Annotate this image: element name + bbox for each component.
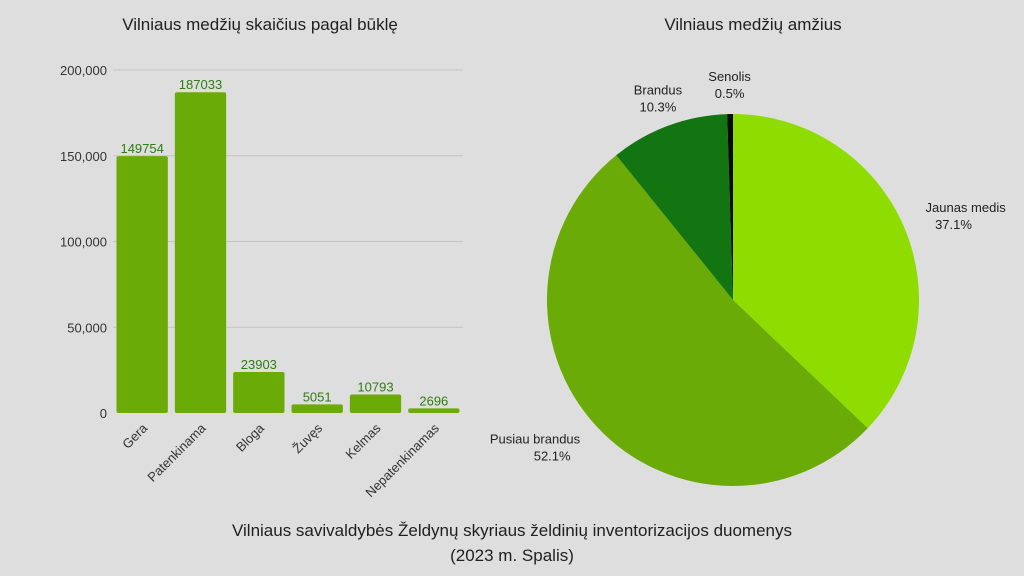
slice-percent: 37.1% [935, 217, 972, 232]
bar [408, 408, 460, 413]
y-tick-label: 0 [100, 406, 107, 421]
y-tick-label: 150,000 [60, 149, 107, 164]
source-caption: Vilniaus savivaldybės Želdynų skyriaus ž… [0, 518, 1024, 568]
slice-label: Brandus [634, 82, 683, 97]
pie-chart-title: Vilniaus medžių amžius [664, 15, 842, 34]
source-caption-line-2: (2023 m. Spalis) [450, 546, 574, 565]
bar [233, 372, 285, 413]
bar-value-label: 10793 [357, 379, 393, 394]
bar [291, 404, 343, 413]
bar [116, 156, 168, 414]
pie-slice [616, 114, 733, 300]
slice-percent: 52.1% [534, 448, 571, 463]
bar-chart-title: Vilniaus medžių skaičius pagal būklę [122, 15, 398, 34]
y-tick-label: 50,000 [67, 320, 107, 335]
y-tick-label: 100,000 [60, 235, 107, 250]
slice-label: Pusiau brandus [490, 431, 581, 446]
slice-percent: 10.3% [639, 99, 676, 114]
source-caption-line-1: Vilniaus savivaldybės Želdynų skyriaus ž… [231, 521, 793, 540]
bar-value-label: 2696 [419, 393, 448, 408]
pie-slice [546, 155, 868, 487]
bar-value-label: 23903 [241, 357, 277, 372]
bar-value-label: 187033 [179, 77, 222, 92]
y-tick-label: 200,000 [60, 63, 107, 78]
pie-slice [733, 114, 919, 429]
slice-label: Jaunas medis [926, 200, 1007, 215]
bar [349, 394, 402, 413]
bar [174, 92, 227, 413]
bar-value-label: 5051 [303, 389, 332, 404]
slice-label: Senolis [708, 69, 751, 84]
bar-value-label: 149754 [120, 141, 163, 156]
pie-slice [727, 114, 733, 300]
slice-percent: 0.5% [715, 86, 745, 101]
